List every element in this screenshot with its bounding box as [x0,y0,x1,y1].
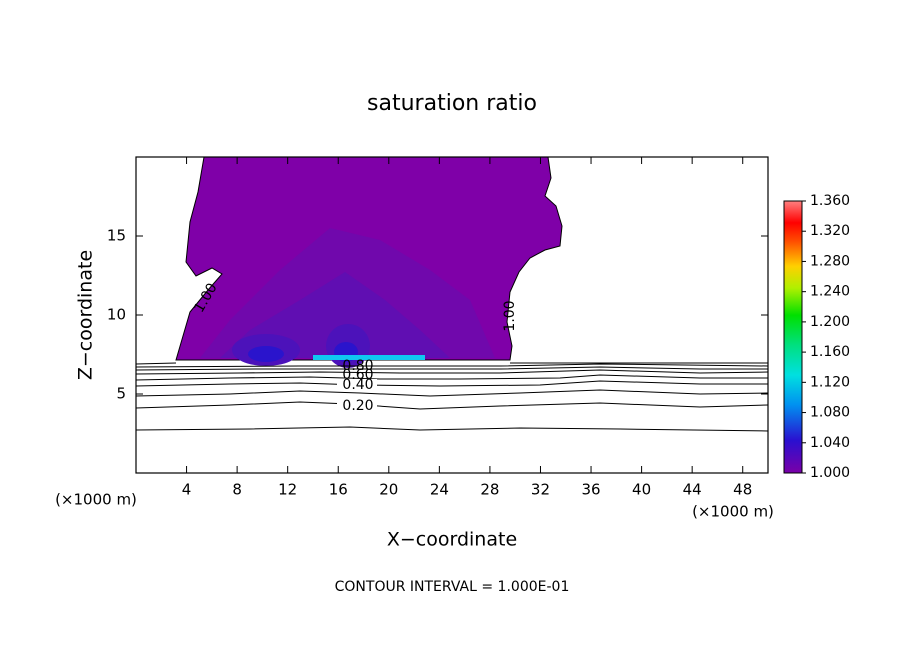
colorbar-tick-label: 1.000 [810,465,850,481]
y-axis-label: Z−coordinate [75,250,97,380]
y-tick-label: 10 [107,306,126,324]
x-tick-label: 4 [182,481,192,499]
label-bg [337,379,377,391]
colorbar-tick-label: 1.040 [810,435,850,451]
contour-line [135,401,769,410]
colorbar-tick-label: 1.120 [810,374,850,390]
contour-line [135,426,769,432]
x-tick-label: 32 [531,481,550,499]
contour-label: 0.20 [342,398,373,414]
colorbar-tick-label: 1.320 [810,223,850,239]
contour-line [135,363,769,368]
contour-line [135,380,768,387]
x-tick-label: 44 [683,481,702,499]
x-tick-label: 40 [632,481,651,499]
x-unit: (×1000 m) [692,503,774,521]
contour-label: 0.40 [342,377,373,393]
x-tick-label: 8 [232,481,242,499]
x-tick-label: 28 [480,481,499,499]
x-tick-label: 48 [733,481,752,499]
chart-title: saturation ratio [367,91,537,116]
contour-lines [135,362,769,432]
x-tick-label: 20 [379,481,398,499]
contour-line [135,366,768,371]
y-tick-label: 5 [116,385,126,403]
contour-label: 1.00 [502,300,518,331]
x-tick-label: 24 [430,481,449,499]
x-axis-label: X−coordinate [387,529,517,551]
colorbar [783,200,803,474]
x-tick-label: 36 [581,481,600,499]
contour-line [135,389,769,397]
contour-label: 0.60 [342,367,373,383]
contour-line [135,369,769,375]
x-tick-label: 12 [278,481,297,499]
region-level-5 [248,346,284,362]
contour-label: 0.80 [342,358,373,374]
colorbar-tick-label: 1.280 [810,253,850,269]
colorbar-tick-label: 1.160 [810,344,850,360]
footer-note: CONTOUR INTERVAL = 1.000E-01 [335,579,570,595]
colorbar-tick-label: 1.080 [810,405,850,421]
colorbar-tick-label: 1.240 [810,284,850,300]
colorbar-tick-label: 1.200 [810,314,850,330]
region-level-8 [313,355,425,360]
x-unit: (×1000 m) [55,491,137,509]
x-tick-label: 16 [329,481,348,499]
colorbar-tick-label: 1.360 [810,193,850,209]
label-bg [337,399,377,413]
y-tick-label: 15 [107,227,126,245]
contour-line [135,362,768,365]
contour-line [135,374,768,381]
